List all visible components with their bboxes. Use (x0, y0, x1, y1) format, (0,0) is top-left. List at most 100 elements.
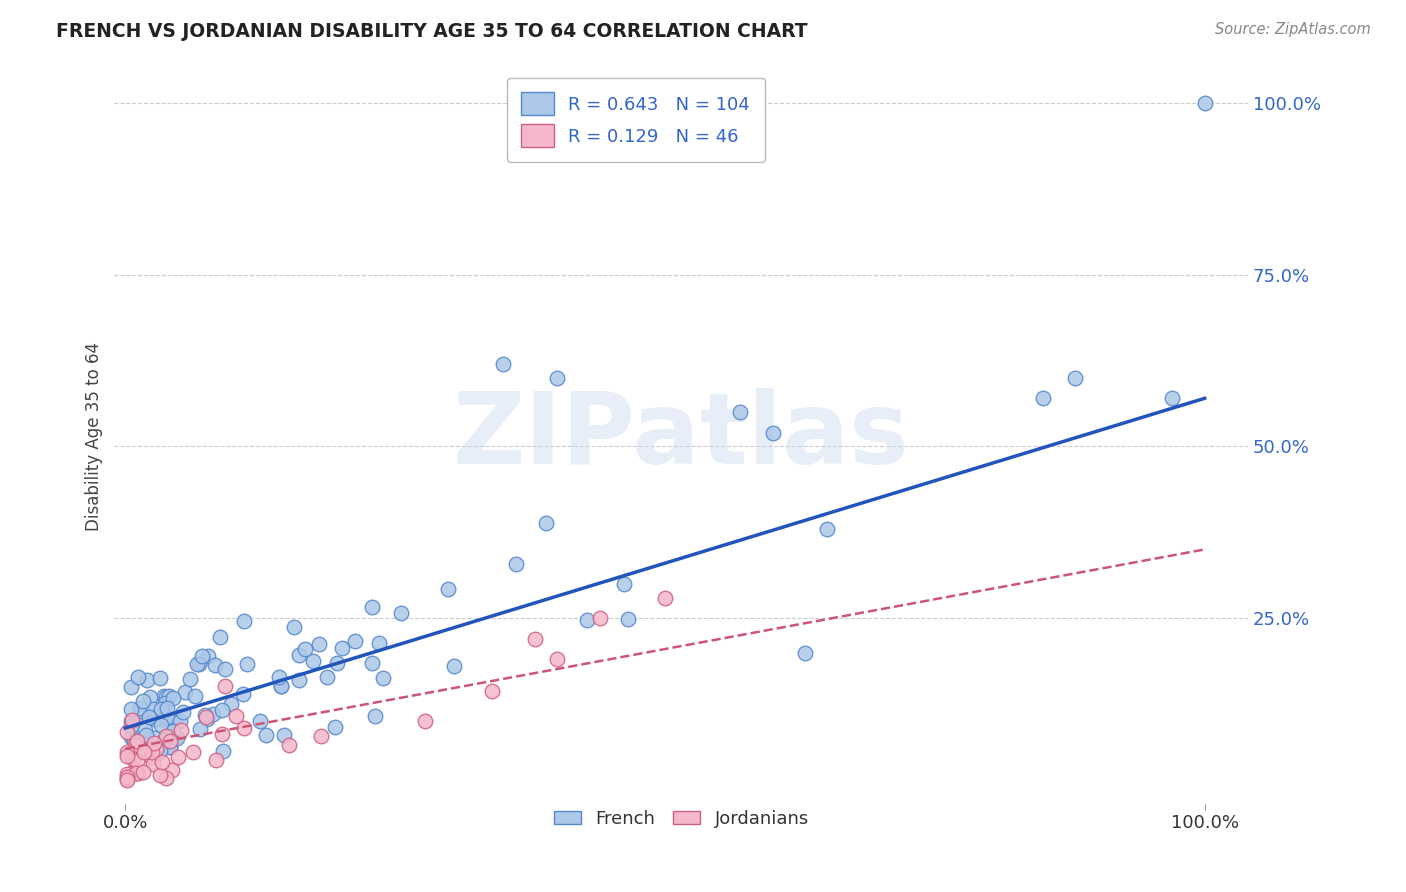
Point (134, 745, 156, 759)
Legend: French, Jordanians: French, Jordanians (547, 803, 815, 835)
Point (117, 745, 139, 759)
Point (153, 689, 176, 703)
Point (145, 708, 167, 723)
Point (212, 743, 235, 757)
Point (120, 714, 142, 729)
Point (546, 370, 568, 384)
Point (326, 656, 349, 670)
Point (152, 713, 174, 727)
Point (524, 632, 547, 646)
Point (302, 654, 325, 668)
Point (135, 728, 157, 742)
Point (270, 679, 292, 693)
Point (169, 714, 191, 728)
Point (794, 646, 817, 660)
Point (159, 739, 181, 754)
Point (120, 702, 142, 716)
Point (288, 648, 311, 663)
Point (219, 697, 242, 711)
Point (149, 671, 172, 685)
Point (249, 714, 271, 728)
Point (117, 724, 139, 739)
Point (368, 635, 391, 649)
Point (149, 718, 172, 732)
Point (762, 425, 785, 440)
Point (330, 641, 353, 656)
Point (129, 707, 152, 722)
Point (120, 748, 142, 763)
Text: Source: ZipAtlas.com: Source: ZipAtlas.com (1215, 22, 1371, 37)
Point (155, 700, 177, 714)
Point (117, 767, 139, 781)
Point (127, 670, 149, 684)
Point (183, 689, 205, 703)
Y-axis label: Disability Age 35 to 64: Disability Age 35 to 64 (86, 342, 103, 531)
Point (157, 689, 180, 703)
Point (309, 730, 332, 744)
Point (132, 764, 155, 779)
Point (124, 765, 146, 780)
Point (124, 734, 146, 748)
Point (233, 721, 256, 735)
Point (225, 709, 247, 723)
Point (1032, 392, 1054, 406)
Point (162, 690, 184, 705)
Point (153, 696, 176, 710)
Point (232, 687, 254, 701)
Point (436, 582, 458, 596)
Point (1161, 392, 1184, 406)
Point (172, 706, 194, 720)
Point (120, 680, 142, 694)
Point (481, 684, 503, 698)
Point (187, 657, 209, 672)
Point (201, 706, 224, 721)
Point (166, 749, 188, 764)
Point (204, 657, 226, 672)
Point (191, 649, 214, 664)
Point (654, 591, 676, 605)
Point (117, 772, 139, 786)
Point (162, 724, 184, 739)
Point (142, 756, 165, 771)
Point (179, 672, 201, 686)
Point (131, 705, 153, 719)
Point (165, 730, 187, 744)
Point (121, 713, 143, 727)
Point (134, 723, 156, 738)
Point (145, 742, 167, 756)
Point (205, 753, 228, 767)
Point (211, 703, 233, 717)
Text: FRENCH VS JORDANIAN DISABILITY AGE 35 TO 64 CORRELATION CHART: FRENCH VS JORDANIAN DISABILITY AGE 35 TO… (56, 22, 808, 41)
Point (294, 642, 316, 657)
Point (443, 659, 465, 673)
Point (127, 766, 149, 780)
Point (361, 599, 384, 614)
Point (232, 614, 254, 628)
Point (121, 718, 143, 732)
Point (254, 728, 277, 742)
Point (278, 738, 301, 752)
Point (149, 768, 172, 782)
Point (534, 516, 557, 530)
Point (730, 405, 752, 419)
Point (236, 657, 259, 672)
Point (361, 656, 384, 670)
Point (214, 662, 236, 676)
Point (131, 742, 153, 756)
Point (287, 673, 309, 688)
Point (156, 710, 179, 724)
Point (159, 740, 181, 755)
Point (181, 745, 204, 759)
Point (162, 714, 184, 729)
Point (142, 702, 165, 716)
Point (136, 673, 159, 687)
Point (138, 690, 160, 704)
Point (188, 722, 211, 736)
Point (267, 670, 290, 684)
Point (120, 748, 142, 763)
Point (344, 633, 367, 648)
Point (153, 732, 176, 747)
Point (197, 712, 219, 726)
Point (125, 754, 148, 768)
Point (155, 690, 177, 705)
